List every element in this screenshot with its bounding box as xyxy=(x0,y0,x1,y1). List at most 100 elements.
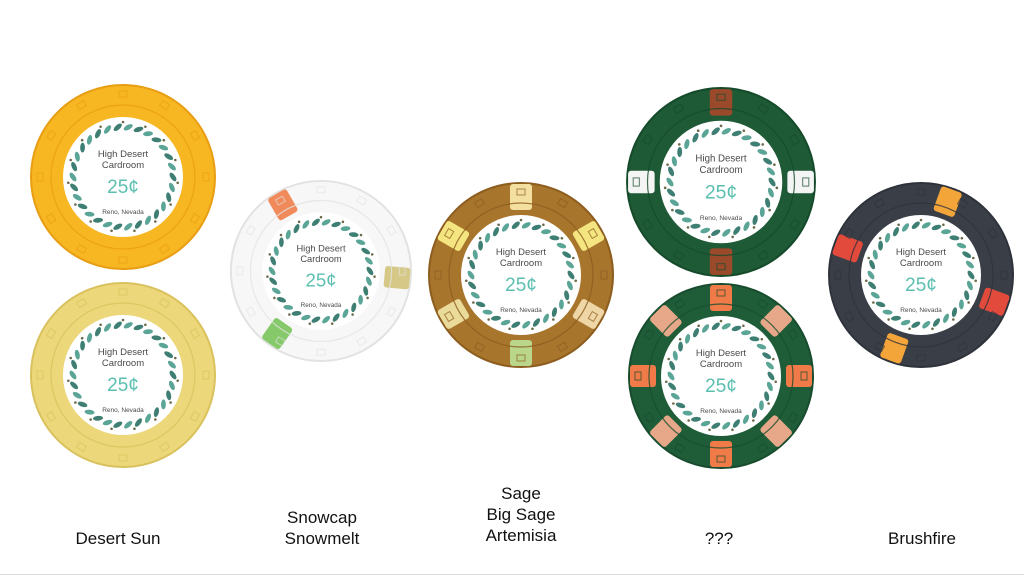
wreath-leaf-icon xyxy=(366,266,374,276)
wreath-leaf-icon xyxy=(94,327,102,337)
wreath-leaf-icon xyxy=(766,381,773,392)
chip-inner-ring xyxy=(646,107,796,257)
wreath-leaf-icon xyxy=(701,129,709,138)
caption-line: Snowcap xyxy=(287,508,357,527)
wreath-berry-icon xyxy=(960,236,964,240)
chip-emboss-mark xyxy=(158,297,171,309)
wreath-leaf-icon xyxy=(965,260,974,269)
wreath-berry-icon xyxy=(865,279,868,283)
wreath-leaf-icon xyxy=(501,223,510,232)
wreath-leaf-icon xyxy=(269,277,278,285)
wreath-leaf-icon xyxy=(77,401,88,408)
wreath-leaf-icon xyxy=(143,131,153,137)
wreath-leaf-icon xyxy=(742,414,750,424)
chip-inlay xyxy=(461,215,581,335)
wreath-berry-icon xyxy=(574,279,577,283)
chip-value: 25¢ xyxy=(107,375,139,396)
wreath-leaf-icon xyxy=(351,302,357,313)
chip-unknown-striped: High Desert Cardroom 25¢ Reno, Nevada xyxy=(626,281,816,471)
wreath-leaf-icon xyxy=(668,166,675,177)
wreath-leaf-icon xyxy=(956,242,967,249)
wreath-leaf-icon xyxy=(123,322,133,329)
wreath-berry-icon xyxy=(974,279,977,283)
chip-unknown-dark: High Desert Cardroom 25¢ Reno, Nevada xyxy=(624,85,818,279)
chip-emboss-mark xyxy=(843,310,855,323)
chip-edge-insert xyxy=(510,184,532,210)
wreath-leaf-icon xyxy=(941,229,951,235)
wreath-leaf-icon xyxy=(722,228,731,237)
chip-emboss-mark xyxy=(800,371,808,381)
chip-emboss-mark xyxy=(36,370,44,380)
chip-title-line1: High Desert xyxy=(496,247,547,258)
wreath-leaf-icon xyxy=(358,294,363,305)
chip-city: Reno, Nevada xyxy=(102,407,144,414)
wreath-berry-icon xyxy=(121,120,125,124)
wreath-leaf-icon xyxy=(301,314,311,321)
caption-snowcap: Snowcap Snowmelt xyxy=(262,507,382,549)
chip-emboss-mark xyxy=(587,310,599,323)
wreath-leaf-icon xyxy=(467,270,475,280)
wreath-berry-icon xyxy=(319,215,323,219)
wreath-leaf-icon xyxy=(869,259,876,270)
wreath-leaf-icon xyxy=(492,227,500,237)
wreath-berry-icon xyxy=(671,208,674,212)
wreath-leaf-icon xyxy=(342,308,349,318)
chip-edge-insert xyxy=(650,415,682,447)
wreath-leaf-icon xyxy=(470,292,480,299)
wreath-berry-icon xyxy=(69,158,72,162)
chip-emboss-mark xyxy=(634,371,642,381)
wreath-leaf-icon xyxy=(113,321,122,330)
wreath-leaf-icon xyxy=(872,249,878,260)
wreath-leaf-icon xyxy=(69,370,77,380)
wreath-leaf-icon xyxy=(144,413,152,423)
wreath-leaf-icon xyxy=(765,361,774,370)
chip-emboss-mark xyxy=(673,442,686,454)
wreath-leaf-icon xyxy=(167,162,176,171)
chip-edge-insert xyxy=(572,299,605,329)
caption-line: Snowmelt xyxy=(284,529,360,548)
wreath-berry-icon xyxy=(665,380,668,384)
wreath-berry-icon xyxy=(89,220,92,223)
wreath-berry-icon xyxy=(752,226,756,229)
wreath-berry-icon xyxy=(775,186,779,190)
wreath-leaf-icon xyxy=(355,239,366,245)
wreath-leaf-icon xyxy=(666,188,676,197)
wreath-leaf-icon xyxy=(511,221,520,230)
wreath-berry-icon xyxy=(99,125,102,129)
chip-emboss-mark xyxy=(789,133,800,146)
wreath-berry-icon xyxy=(742,324,745,328)
wreath-leaf-icon xyxy=(949,235,960,241)
wreath-leaf-icon xyxy=(756,343,767,350)
wreath-leaf-icon xyxy=(161,201,166,212)
chip-value: 25¢ xyxy=(305,270,336,291)
wreath-leaf-icon xyxy=(884,232,891,243)
chip-emboss-mark xyxy=(118,288,128,296)
chip-emboss-mark xyxy=(443,227,455,240)
chip-emboss-mark xyxy=(75,243,88,255)
wreath-berry-icon xyxy=(708,428,711,432)
wreath-leaf-icon xyxy=(134,220,143,229)
wreath-leaf-icon xyxy=(671,156,677,167)
wreath-berry-icon xyxy=(330,322,334,325)
wreath-leaf-icon xyxy=(164,351,174,358)
wreath-leaf-icon xyxy=(134,418,143,427)
wreath-berry-icon xyxy=(707,235,711,239)
wreath-leaf-icon xyxy=(765,197,771,208)
chip-emboss-mark xyxy=(316,186,326,194)
chip-emboss-mark xyxy=(1000,270,1008,280)
caption-brushfire: Brushfire xyxy=(862,528,982,549)
wreath-leaf-icon xyxy=(875,301,886,308)
wreath-leaf-icon xyxy=(966,280,973,291)
wreath-leaf-icon xyxy=(556,242,567,249)
chip-edge-insert xyxy=(760,415,792,447)
wreath-leaf-icon xyxy=(711,322,720,331)
wreath-leaf-icon xyxy=(102,221,113,228)
wreath-berry-icon xyxy=(351,313,354,316)
chip-edge-insert xyxy=(786,365,812,387)
chip-emboss-mark xyxy=(356,336,368,347)
wreath-berry-icon xyxy=(731,428,734,432)
wreath-leaf-icon xyxy=(692,328,700,338)
chip-inlay xyxy=(659,120,783,244)
wreath-leaf-icon xyxy=(70,183,79,192)
